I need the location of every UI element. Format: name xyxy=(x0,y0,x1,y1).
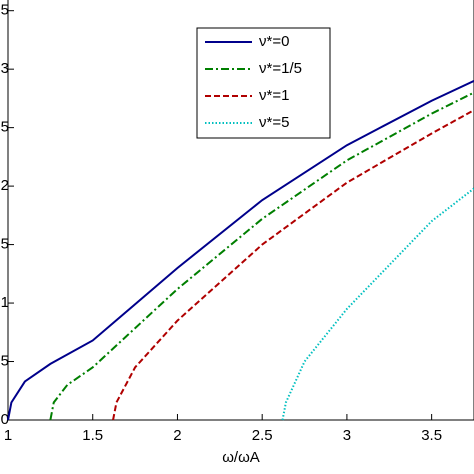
y-tick-label: 3.5 xyxy=(0,2,9,19)
x-axis-label: ω/ωA xyxy=(222,449,260,466)
x-tick-label: 3.5 xyxy=(421,427,442,444)
y-tick-label: 1.5 xyxy=(0,236,9,253)
x-tick-label: 2.5 xyxy=(252,427,273,444)
y-tick-label: 0.5 xyxy=(0,352,9,369)
line xyxy=(7,79,474,421)
x-tick-label: 3 xyxy=(343,427,351,444)
y-tick-label: 3 xyxy=(1,60,9,77)
legend-label: ν*=1 xyxy=(259,87,289,104)
y-tick-label: 2.5 xyxy=(0,119,9,136)
legend-label: ν*=5 xyxy=(259,114,289,131)
y-tick-label: 1 xyxy=(1,294,9,311)
line xyxy=(281,187,474,421)
x-tick-label: 2 xyxy=(173,427,181,444)
y-tick-label: 2 xyxy=(1,177,9,194)
legend-box xyxy=(196,27,331,139)
x-tick-label: 1 xyxy=(4,427,12,444)
y-tick-label: 0 xyxy=(1,411,9,428)
x-tick-label: 1.5 xyxy=(82,427,103,444)
legend-label: ν*=0 xyxy=(259,33,289,50)
legend-label: ν*=1/5 xyxy=(259,60,302,77)
